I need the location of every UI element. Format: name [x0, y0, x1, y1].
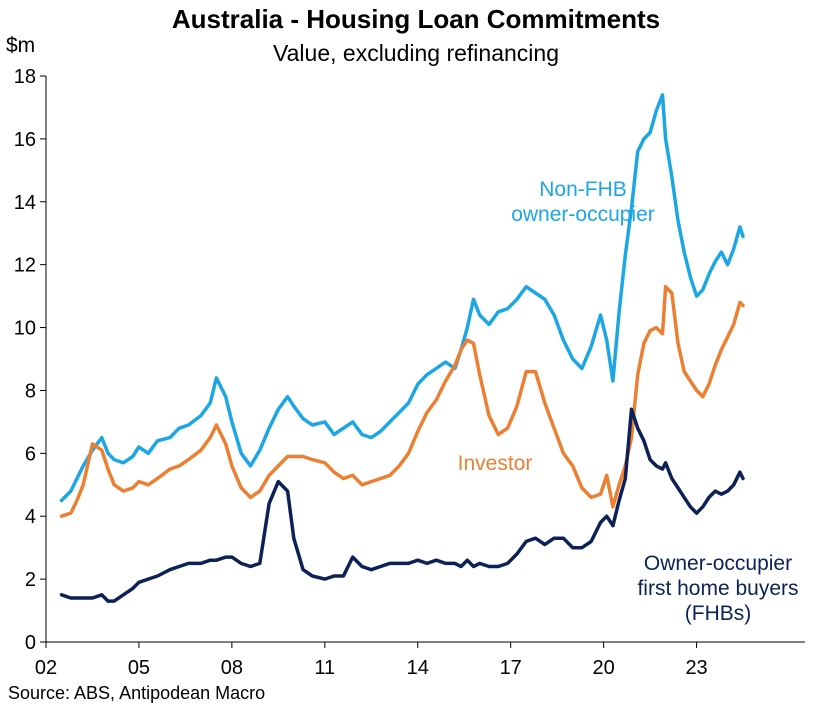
y-tick-label: 8 — [25, 380, 36, 402]
series-lines — [59, 93, 745, 603]
x-tick-label: 05 — [128, 657, 150, 679]
series-label-owner-occupier-first-home-buyers-fhbs: first home buyers — [637, 577, 798, 600]
series-line-investor — [59, 284, 745, 518]
y-tick-label: 14 — [14, 192, 36, 214]
chart-title: Australia - Housing Loan Commitments — [171, 4, 661, 34]
y-tick-label: 10 — [14, 318, 36, 340]
y-tick-label: 2 — [25, 569, 36, 591]
y-axis-unit-label: $m — [6, 34, 36, 57]
y-tick-label: 16 — [14, 129, 36, 151]
series-line-owner-occupier-first-home-buyers-fhbs — [59, 407, 745, 603]
chart-subtitle: Value, excluding refinancing — [273, 40, 559, 66]
series-label-non-fhb-owner-occupier: owner-occupier — [511, 203, 655, 226]
x-tick-label: 08 — [221, 657, 243, 679]
x-tick-label: 14 — [407, 657, 429, 679]
y-tick-label: 18 — [14, 66, 36, 88]
x-tick-label: 17 — [500, 657, 522, 679]
y-tick-label: 4 — [25, 506, 36, 528]
source-note: Source: ABS, Antipodean Macro — [8, 683, 266, 703]
y-tick-label: 6 — [25, 443, 36, 465]
y-tick-label: 0 — [25, 632, 36, 654]
series-label-owner-occupier-first-home-buyers-fhbs: Owner-occupier — [644, 552, 792, 575]
y-tick-label: 12 — [14, 255, 36, 277]
x-tick-label: 11 — [314, 657, 335, 679]
x-tick-label: 02 — [35, 657, 57, 679]
series-label-investor: Investor — [458, 452, 533, 475]
series-line-non-fhb-owner-occupier — [59, 93, 745, 503]
x-tick-label: 20 — [593, 657, 615, 679]
series-label-non-fhb-owner-occupier: Non-FHB — [539, 178, 627, 201]
x-tick-label: 23 — [685, 657, 707, 679]
series-label-owner-occupier-first-home-buyers-fhbs: (FHBs) — [685, 602, 752, 625]
